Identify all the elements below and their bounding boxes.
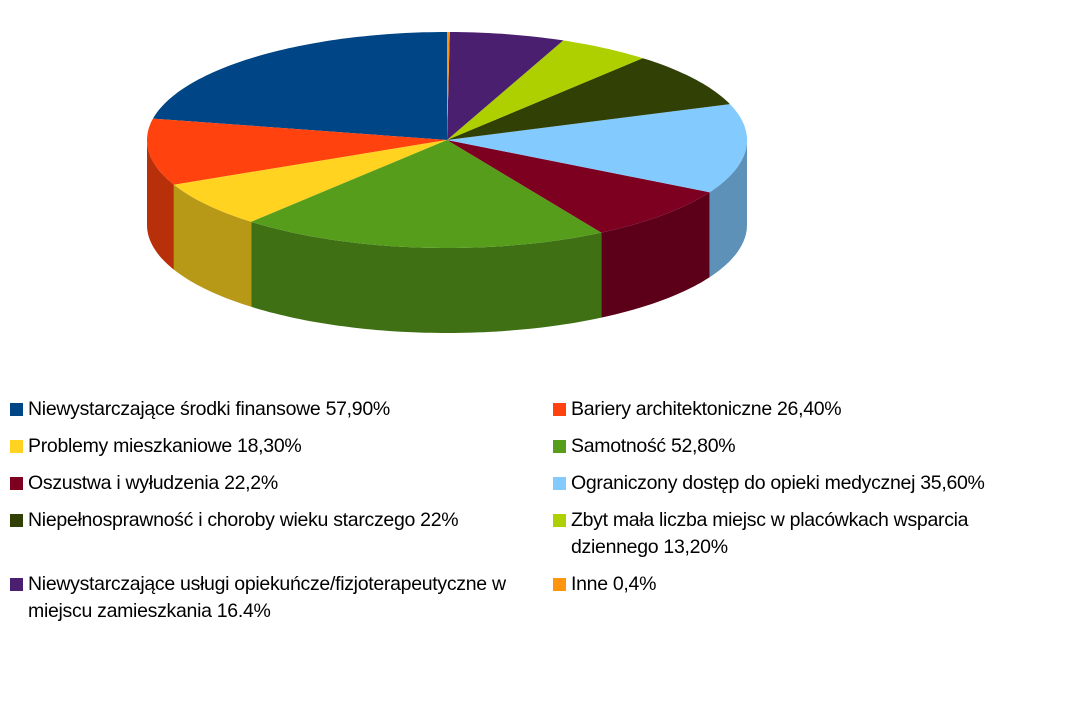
legend-label: Niewystarczające środki finansowe 57,90% — [28, 398, 390, 420]
slice — [447, 40, 643, 140]
legend-swatch — [553, 477, 566, 490]
legend-item: Niepełnosprawność i choroby wieku starcz… — [10, 507, 553, 561]
slice — [447, 32, 564, 140]
legend-label: Niepełnosprawność i choroby wieku starcz… — [28, 509, 459, 531]
slice — [447, 58, 730, 141]
legend-swatch — [553, 403, 566, 416]
legend-swatch — [553, 578, 566, 591]
legend-label: Ograniczony dostęp do opieki medycznej 3… — [571, 472, 985, 494]
legend-label: Niewystarczające usługi opiekuńcze/fizjo… — [28, 573, 506, 622]
legend-label: Samotność 52,80% — [571, 435, 736, 457]
legend-swatch — [10, 440, 23, 453]
legend-swatch — [10, 477, 23, 490]
slice-side — [709, 140, 747, 278]
slice-side — [173, 184, 252, 307]
slice — [147, 118, 447, 185]
legend-item: Bariery architektoniczne 26,40% — [553, 396, 1053, 423]
slice — [152, 32, 447, 140]
legend-swatch — [553, 514, 566, 527]
slice — [447, 104, 747, 193]
legend-swatch — [10, 578, 23, 591]
legend-item: Niewystarczające usługi opiekuńcze/fizjo… — [10, 571, 553, 625]
pie-area — [147, 32, 747, 333]
legend-item: Niewystarczające środki finansowe 57,90% — [10, 396, 553, 423]
slice-side — [251, 221, 602, 333]
legend-swatch — [10, 403, 23, 416]
slice — [173, 140, 447, 222]
legend-item: Samotność 52,80% — [553, 433, 1053, 460]
legend-swatch — [10, 514, 23, 527]
slice — [447, 32, 450, 140]
legend-item: Inne 0,4% — [553, 571, 1053, 625]
legend-label: Bariery architektoniczne 26,40% — [571, 398, 842, 420]
slice-side — [147, 140, 174, 270]
legend-label: Problemy mieszkaniowe 18,30% — [28, 435, 302, 457]
legend-swatch — [553, 440, 566, 453]
legend: Niewystarczające środki finansowe 57,90%… — [10, 396, 1060, 625]
legend-item: Zbyt mała liczba miejsc w placówkach wsp… — [553, 507, 1053, 561]
slice — [251, 140, 602, 248]
legend-item: Problemy mieszkaniowe 18,30% — [10, 433, 553, 460]
legend-item: Oszustwa i wyłudzenia 22,2% — [10, 470, 553, 497]
slice — [447, 140, 710, 233]
slice-side — [601, 192, 710, 318]
legend-item: Ograniczony dostęp do opieki medycznej 3… — [553, 470, 1053, 497]
legend-label: Inne 0,4% — [571, 573, 657, 595]
legend-label: Zbyt mała liczba miejsc w placówkach wsp… — [571, 509, 969, 558]
legend-label: Oszustwa i wyłudzenia 22,2% — [28, 472, 278, 494]
